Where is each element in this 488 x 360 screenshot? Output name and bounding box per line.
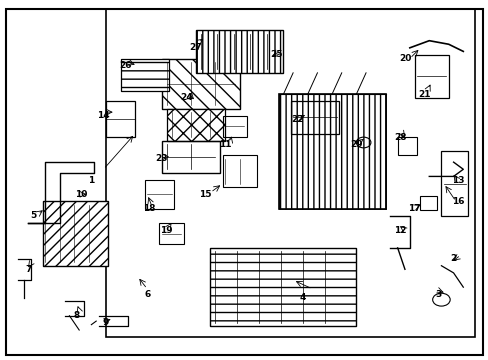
Text: 7: 7 [25, 265, 31, 274]
Bar [42, 202, 108, 266]
Text: 16: 16 [451, 197, 464, 206]
Text: 2: 2 [449, 254, 456, 263]
Text: 27: 27 [189, 43, 202, 52]
Bar [120, 59, 169, 91]
Bar [166, 109, 224, 141]
Bar [42, 202, 108, 266]
Bar [419, 196, 436, 210]
Text: 21: 21 [417, 90, 430, 99]
Text: 4: 4 [299, 293, 305, 302]
Bar [144, 180, 174, 208]
Text: 18: 18 [143, 204, 156, 213]
Text: 19: 19 [160, 225, 173, 234]
Text: 13: 13 [451, 176, 464, 185]
Text: 6: 6 [144, 290, 150, 299]
Text: 17: 17 [407, 204, 420, 213]
Bar [196, 30, 283, 73]
Bar [106, 9, 474, 337]
Bar [397, 137, 416, 155]
Bar [166, 109, 224, 141]
Text: 12: 12 [393, 225, 406, 234]
Text: 23: 23 [155, 154, 168, 163]
Text: 5: 5 [30, 211, 36, 220]
Bar [441, 152, 467, 216]
Text: 25: 25 [269, 50, 282, 59]
Text: 10: 10 [75, 190, 88, 199]
Bar [162, 59, 239, 109]
Bar [290, 102, 339, 134]
Bar [414, 55, 448, 98]
Bar [278, 94, 385, 208]
Text: 24: 24 [180, 93, 192, 102]
Text: 15: 15 [199, 190, 211, 199]
Text: 28: 28 [393, 132, 406, 141]
Bar [196, 30, 283, 73]
Bar [120, 59, 169, 91]
Text: 1: 1 [88, 176, 94, 185]
Text: 22: 22 [291, 115, 304, 124]
Bar [162, 59, 239, 109]
Bar [159, 223, 183, 244]
Text: 3: 3 [435, 290, 441, 299]
Text: 26: 26 [119, 61, 131, 70]
Text: 20: 20 [398, 54, 410, 63]
Bar [106, 102, 135, 137]
Text: 8: 8 [74, 311, 80, 320]
Text: 9: 9 [102, 318, 109, 327]
Bar [210, 248, 356, 327]
Bar [210, 248, 356, 327]
Bar [278, 94, 385, 208]
Bar [222, 155, 256, 187]
Bar [162, 141, 220, 173]
Bar [222, 116, 246, 137]
Text: 29: 29 [349, 140, 362, 149]
Text: 14: 14 [97, 111, 110, 120]
Text: 11: 11 [218, 140, 231, 149]
